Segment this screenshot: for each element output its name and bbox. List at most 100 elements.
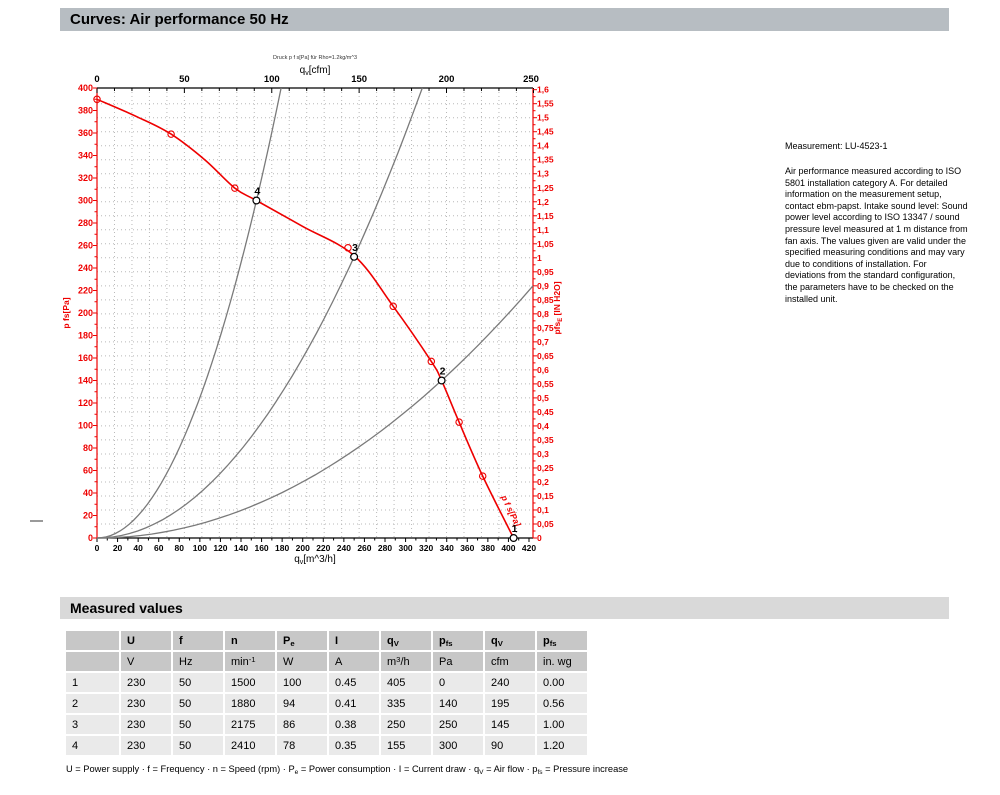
svg-text:1,5: 1,5 [537, 113, 549, 123]
svg-text:0,9: 0,9 [537, 281, 549, 291]
table-row: 1 230 50 1500 100 0.45 405 0 240 0.00 [66, 673, 587, 692]
svg-text:0,65: 0,65 [537, 351, 554, 361]
table-footnote: U = Power supply · f = Frequency · n = S… [66, 764, 629, 776]
svg-text:260: 260 [78, 241, 93, 251]
fan-curve [96, 98, 515, 539]
measurement-notes: Air performance measured according to IS… [785, 166, 968, 304]
column-header: I [329, 631, 379, 650]
table-cell: 240 [485, 673, 535, 692]
table-cell: 230 [121, 736, 171, 755]
table-cell: 155 [381, 736, 431, 755]
table-cell: 0.56 [537, 694, 587, 713]
column-header: U [121, 631, 171, 650]
column-header: qV [485, 631, 535, 650]
measured-point [455, 418, 463, 426]
svg-text:140: 140 [234, 543, 248, 553]
svg-text:1,25: 1,25 [537, 183, 554, 193]
svg-text:0: 0 [94, 74, 99, 85]
column-unit: V [121, 652, 171, 671]
table-cell: 50 [173, 673, 223, 692]
svg-text:1,6: 1,6 [537, 85, 549, 95]
chart-grid [97, 88, 533, 538]
table-cell: 0.38 [329, 715, 379, 734]
table-cell: 405 [381, 673, 431, 692]
svg-text:40: 40 [83, 488, 93, 498]
axis-ticks [93, 87, 537, 542]
svg-text:1: 1 [537, 253, 542, 263]
svg-text:1,15: 1,15 [537, 211, 554, 221]
svg-text:150: 150 [351, 74, 367, 85]
measured-point [231, 184, 239, 192]
column-unit: W [277, 652, 327, 671]
svg-text:60: 60 [83, 466, 93, 476]
svg-text:240: 240 [337, 543, 351, 553]
svg-text:140: 140 [78, 376, 93, 386]
svg-text:1,55: 1,55 [537, 99, 554, 109]
column-unit: cfm [485, 652, 535, 671]
operating-point [509, 533, 518, 542]
table-cell: 0 [433, 673, 483, 692]
svg-text:60: 60 [154, 543, 164, 553]
operating-points: 1 2 3 4 [252, 186, 518, 542]
table-cell: 50 [173, 694, 223, 713]
measured-point [478, 472, 487, 480]
table-cell: 230 [121, 694, 171, 713]
measured-point [389, 302, 397, 311]
table-cell: 0.41 [329, 694, 379, 713]
svg-text:0,45: 0,45 [537, 407, 554, 417]
table-row: 3 230 50 2175 86 0.38 250 250 145 1.00 [66, 715, 587, 734]
svg-text:100: 100 [78, 421, 93, 431]
svg-text:400: 400 [78, 83, 93, 93]
table-cell: 1880 [225, 694, 275, 713]
svg-text:240: 240 [78, 263, 93, 273]
left-axis-title: p fs[Pa] [61, 297, 71, 328]
svg-text:0,75: 0,75 [537, 323, 554, 333]
svg-text:300: 300 [398, 543, 412, 553]
table-cell: 50 [173, 736, 223, 755]
svg-text:120: 120 [78, 398, 93, 408]
table-cell: 50 [173, 715, 223, 734]
column-unit: Pa [433, 652, 483, 671]
svg-text:280: 280 [78, 218, 93, 228]
svg-text:280: 280 [378, 543, 392, 553]
bottom-axis-title: qv[m^3/h] [294, 554, 336, 566]
svg-text:0: 0 [95, 543, 100, 553]
svg-text:420: 420 [522, 543, 536, 553]
table-cell: 94 [277, 694, 327, 713]
svg-text:0,4: 0,4 [537, 421, 549, 431]
svg-text:1,3: 1,3 [537, 169, 549, 179]
column-header [66, 631, 119, 650]
section-title: Measured values [60, 597, 949, 619]
svg-text:220: 220 [316, 543, 330, 553]
svg-text:1,05: 1,05 [537, 239, 554, 249]
fan-curve-label: p f s[Pa] [499, 493, 524, 529]
system-curve [96, 87, 423, 539]
table-cell: 1.00 [537, 715, 587, 734]
table-row: 4 230 50 2410 78 0.35 155 300 90 1.20 [66, 736, 587, 755]
svg-text:1,2: 1,2 [537, 197, 549, 207]
svg-text:20: 20 [113, 543, 123, 553]
svg-text:0,05: 0,05 [537, 519, 554, 529]
svg-text:80: 80 [83, 443, 93, 453]
measurement-id: Measurement: LU-4523-1 [785, 141, 888, 151]
system-curve [96, 87, 282, 539]
table-cell: 1500 [225, 673, 275, 692]
table-cell: 250 [381, 715, 431, 734]
svg-text:1,1: 1,1 [537, 225, 549, 235]
column-header: pfs [433, 631, 483, 650]
operating-point-label: 2 [440, 366, 446, 378]
svg-text:0: 0 [537, 533, 542, 543]
measured-point [344, 244, 352, 252]
svg-text:0,3: 0,3 [537, 449, 549, 459]
svg-text:0,35: 0,35 [537, 435, 554, 445]
table-cell: 145 [485, 715, 535, 734]
table-cell: 2175 [225, 715, 275, 734]
svg-text:400: 400 [501, 543, 515, 553]
measured-point [167, 130, 175, 138]
margin-mark [30, 520, 43, 522]
svg-text:200: 200 [296, 543, 310, 553]
svg-text:100: 100 [264, 74, 280, 85]
svg-text:0,6: 0,6 [537, 365, 549, 375]
column-unit [66, 652, 119, 671]
